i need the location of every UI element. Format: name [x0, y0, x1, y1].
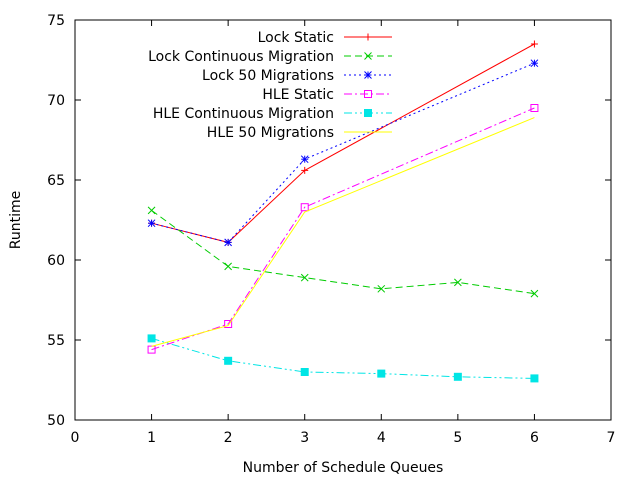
marker-stroke [364, 52, 372, 60]
series-line [151, 62, 535, 243]
point-marker-star [300, 155, 309, 164]
marker-stroke [364, 71, 372, 79]
y-tick-label: 75 [47, 13, 65, 29]
point-marker-star [364, 71, 372, 79]
series-4 [147, 334, 539, 383]
point-marker-filled-square [377, 369, 386, 378]
x-tick-label: 5 [453, 430, 462, 446]
series-line [151, 107, 535, 351]
point-marker-star [147, 219, 156, 228]
point-marker-star [224, 238, 232, 247]
x-tick-label: 7 [607, 430, 616, 446]
x-tick-label: 1 [147, 430, 156, 446]
legend-label: Lock Static [258, 30, 334, 46]
marker-stroke [224, 238, 232, 247]
series-layer [147, 40, 539, 383]
x-axis-label: Number of Schedule Queues [243, 460, 444, 476]
marker-stroke [530, 59, 539, 68]
y-tick-label: 65 [47, 173, 65, 189]
marker-stroke [300, 155, 309, 164]
y-tick-label: 55 [47, 333, 65, 349]
y-tick-label: 60 [47, 253, 65, 269]
marker-stroke [300, 273, 309, 282]
point-marker-cross [454, 278, 462, 287]
legend-entry: Lock 50 Migrations [202, 68, 392, 84]
legend-label: Lock 50 Migrations [202, 68, 334, 84]
series-line [151, 43, 535, 243]
y-tick-label: 70 [47, 93, 65, 109]
point-marker-open-square [530, 104, 539, 112]
x-tick-label: 6 [530, 430, 539, 446]
marker-stroke [377, 284, 386, 293]
marker-stroke [454, 278, 462, 287]
point-marker-cross [364, 52, 372, 60]
series-2 [147, 59, 539, 247]
x-tick-label: 0 [71, 430, 80, 446]
point-marker-cross [147, 206, 156, 215]
x-tick-label: 4 [377, 430, 386, 446]
legend-entry: Lock Static [258, 30, 392, 46]
point-marker-cross [224, 262, 232, 271]
legend-label: HLE Static [262, 87, 334, 103]
point-marker-cross [300, 273, 309, 282]
series-1 [147, 206, 539, 298]
point-marker-filled-square [453, 372, 462, 381]
point-marker-open-square [300, 203, 309, 212]
series-line [151, 337, 535, 379]
x-tick-label: 3 [300, 430, 309, 446]
point-marker-filled-square [364, 109, 372, 117]
legend: Lock Static Lock Continuous Migration Lock… [148, 30, 392, 141]
x-tick-label: 2 [224, 430, 233, 446]
point-marker-filled-square [147, 334, 156, 343]
marker-stroke [147, 219, 156, 228]
point-marker-plus [530, 40, 538, 48]
point-marker-filled-square [224, 356, 233, 365]
legend-entry: HLE Continuous Migration [153, 106, 392, 122]
legend-entry: HLE 50 Migrations [207, 125, 392, 141]
series-3 [147, 104, 539, 354]
series-5 [151, 117, 535, 347]
point-marker-star [530, 59, 539, 68]
legend-label: HLE 50 Migrations [207, 125, 334, 141]
axis-ticks: 0 1 2 3 4 5 6 7 50 55 60 65 70 75 [47, 13, 615, 446]
legend-entry: HLE Static [262, 87, 392, 103]
series-line [151, 209, 535, 295]
y-tick-label: 50 [47, 413, 65, 429]
point-marker-filled-square [530, 374, 539, 383]
legend-label: HLE Continuous Migration [153, 106, 334, 122]
point-marker-plus [301, 166, 309, 174]
legend-label: Lock Continuous Migration [148, 49, 334, 65]
point-marker-filled-square [300, 368, 309, 376]
plot-frame [74, 19, 612, 421]
point-marker-cross [377, 284, 386, 293]
y-axis-label: Runtime [8, 191, 24, 249]
point-marker-open-square [224, 320, 233, 328]
point-marker-open-square [364, 90, 372, 98]
marker-stroke [530, 289, 539, 298]
point-marker-cross [530, 289, 539, 298]
marker-stroke [224, 262, 232, 271]
point-marker-plus [364, 33, 372, 41]
legend-entry: Lock Continuous Migration [148, 49, 392, 65]
marker-stroke [147, 206, 156, 215]
series-line [151, 117, 535, 347]
